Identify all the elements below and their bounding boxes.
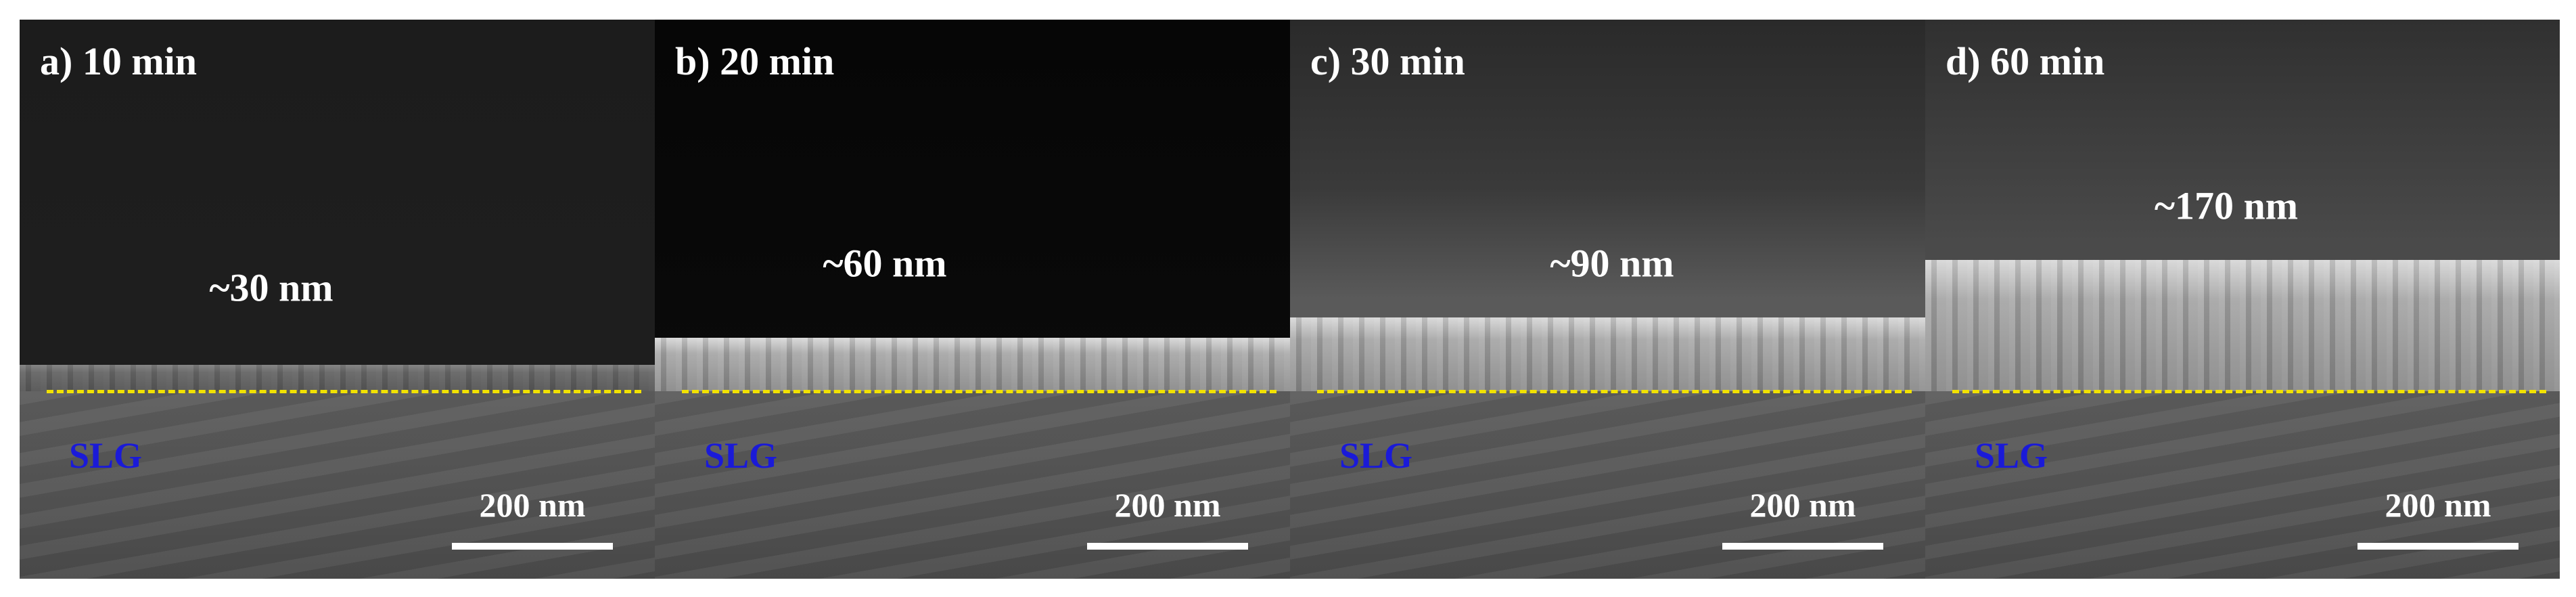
substrate-label: SLG: [704, 435, 778, 476]
substrate-label: SLG: [69, 435, 143, 476]
scale-bar-label: 200 nm: [1114, 486, 1221, 524]
scale-bar: [2358, 543, 2518, 550]
panel-label: d) 60 min: [1946, 39, 2105, 83]
panel: d) 60 min ~170 nm SLG 200 nm: [1925, 20, 2560, 579]
panel: a) 10 min ~30 nm SLG 200 nm: [20, 20, 655, 579]
interface-line: [1952, 390, 2546, 393]
interface-line: [682, 390, 1276, 393]
interface-line: [47, 390, 641, 393]
scale-bar-label: 200 nm: [1749, 486, 1856, 524]
film: [1290, 317, 1925, 391]
thickness-label: ~30 nm: [209, 265, 334, 310]
panel-label: b) 20 min: [675, 39, 835, 83]
thickness-label: ~170 nm: [2154, 183, 2299, 228]
panel: b) 20 min ~60 nm SLG 200 nm: [655, 20, 1290, 579]
scale-bar-label: 200 nm: [479, 486, 586, 524]
substrate-label: SLG: [1339, 435, 1413, 476]
scale-bar: [1087, 543, 1248, 550]
film: [20, 365, 655, 391]
scale-bar: [1722, 543, 1883, 550]
thickness-label: ~90 nm: [1550, 241, 1674, 286]
interface-line: [1317, 390, 1912, 393]
film: [655, 338, 1290, 391]
film: [1925, 260, 2560, 391]
scale-bar-label: 200 nm: [2385, 486, 2491, 524]
panel-label: a) 10 min: [40, 39, 197, 83]
substrate-label: SLG: [1975, 435, 2048, 476]
panel: c) 30 min ~90 nm SLG 200 nm: [1290, 20, 1925, 579]
thickness-label: ~60 nm: [823, 241, 947, 286]
panel-label: c) 30 min: [1310, 39, 1465, 83]
scale-bar: [452, 543, 613, 550]
